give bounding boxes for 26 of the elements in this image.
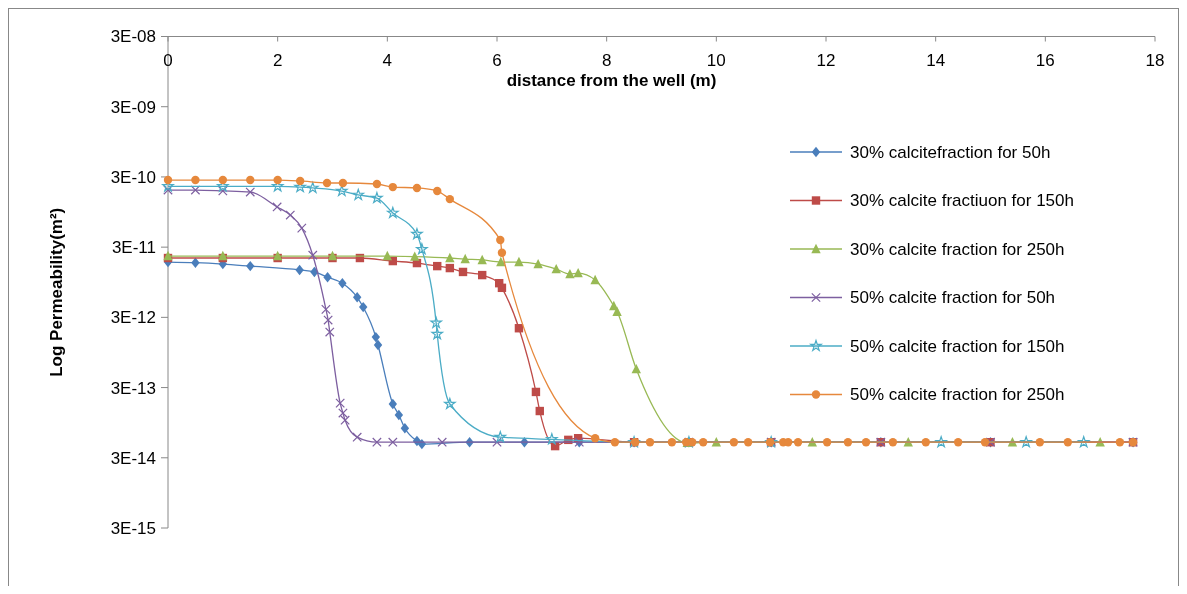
y-tick-label: 3E-11 <box>111 238 156 258</box>
y-tick-label: 3E-08 <box>110 27 156 47</box>
x-tick-label: 14 <box>926 51 946 71</box>
y-tick-label: 3E-12 <box>110 308 156 328</box>
x-tick-label: 0 <box>163 51 173 71</box>
x-tick-label: 4 <box>382 51 393 71</box>
legend-label: 50% calcite fraction for 250h <box>850 385 1065 405</box>
x-tick-label: 10 <box>706 51 726 71</box>
y-tick-label: 3E-09 <box>110 97 156 117</box>
x-tick-label: 12 <box>816 51 836 71</box>
x-tick-label: 2 <box>272 51 283 71</box>
x-tick-label: 16 <box>1035 51 1055 71</box>
legend-label: 50% calcite fraction for 150h <box>850 336 1065 356</box>
legend-label: 30% calcitefraction for 50h <box>850 142 1051 162</box>
legend-label: 30% calcite fractiuon for 150h <box>850 191 1074 211</box>
legend-label: 30% calcite fraction for 250h <box>850 239 1065 259</box>
legend-label: 50% calcite fraction for 50h <box>850 288 1056 308</box>
x-axis-title: distance from the well (m) <box>506 71 717 91</box>
y-tick-label: 3E-10 <box>110 167 156 187</box>
y-axis-title: Log Permeability(m²) <box>47 207 66 377</box>
x-tick-label: 6 <box>492 51 502 71</box>
x-tick-label: 18 <box>1145 51 1165 71</box>
y-tick-label: 3E-15 <box>110 518 156 538</box>
x-tick-label: 8 <box>601 51 612 71</box>
y-tick-label: 3E-14 <box>110 448 156 468</box>
y-tick-label: 3E-13 <box>110 378 156 398</box>
